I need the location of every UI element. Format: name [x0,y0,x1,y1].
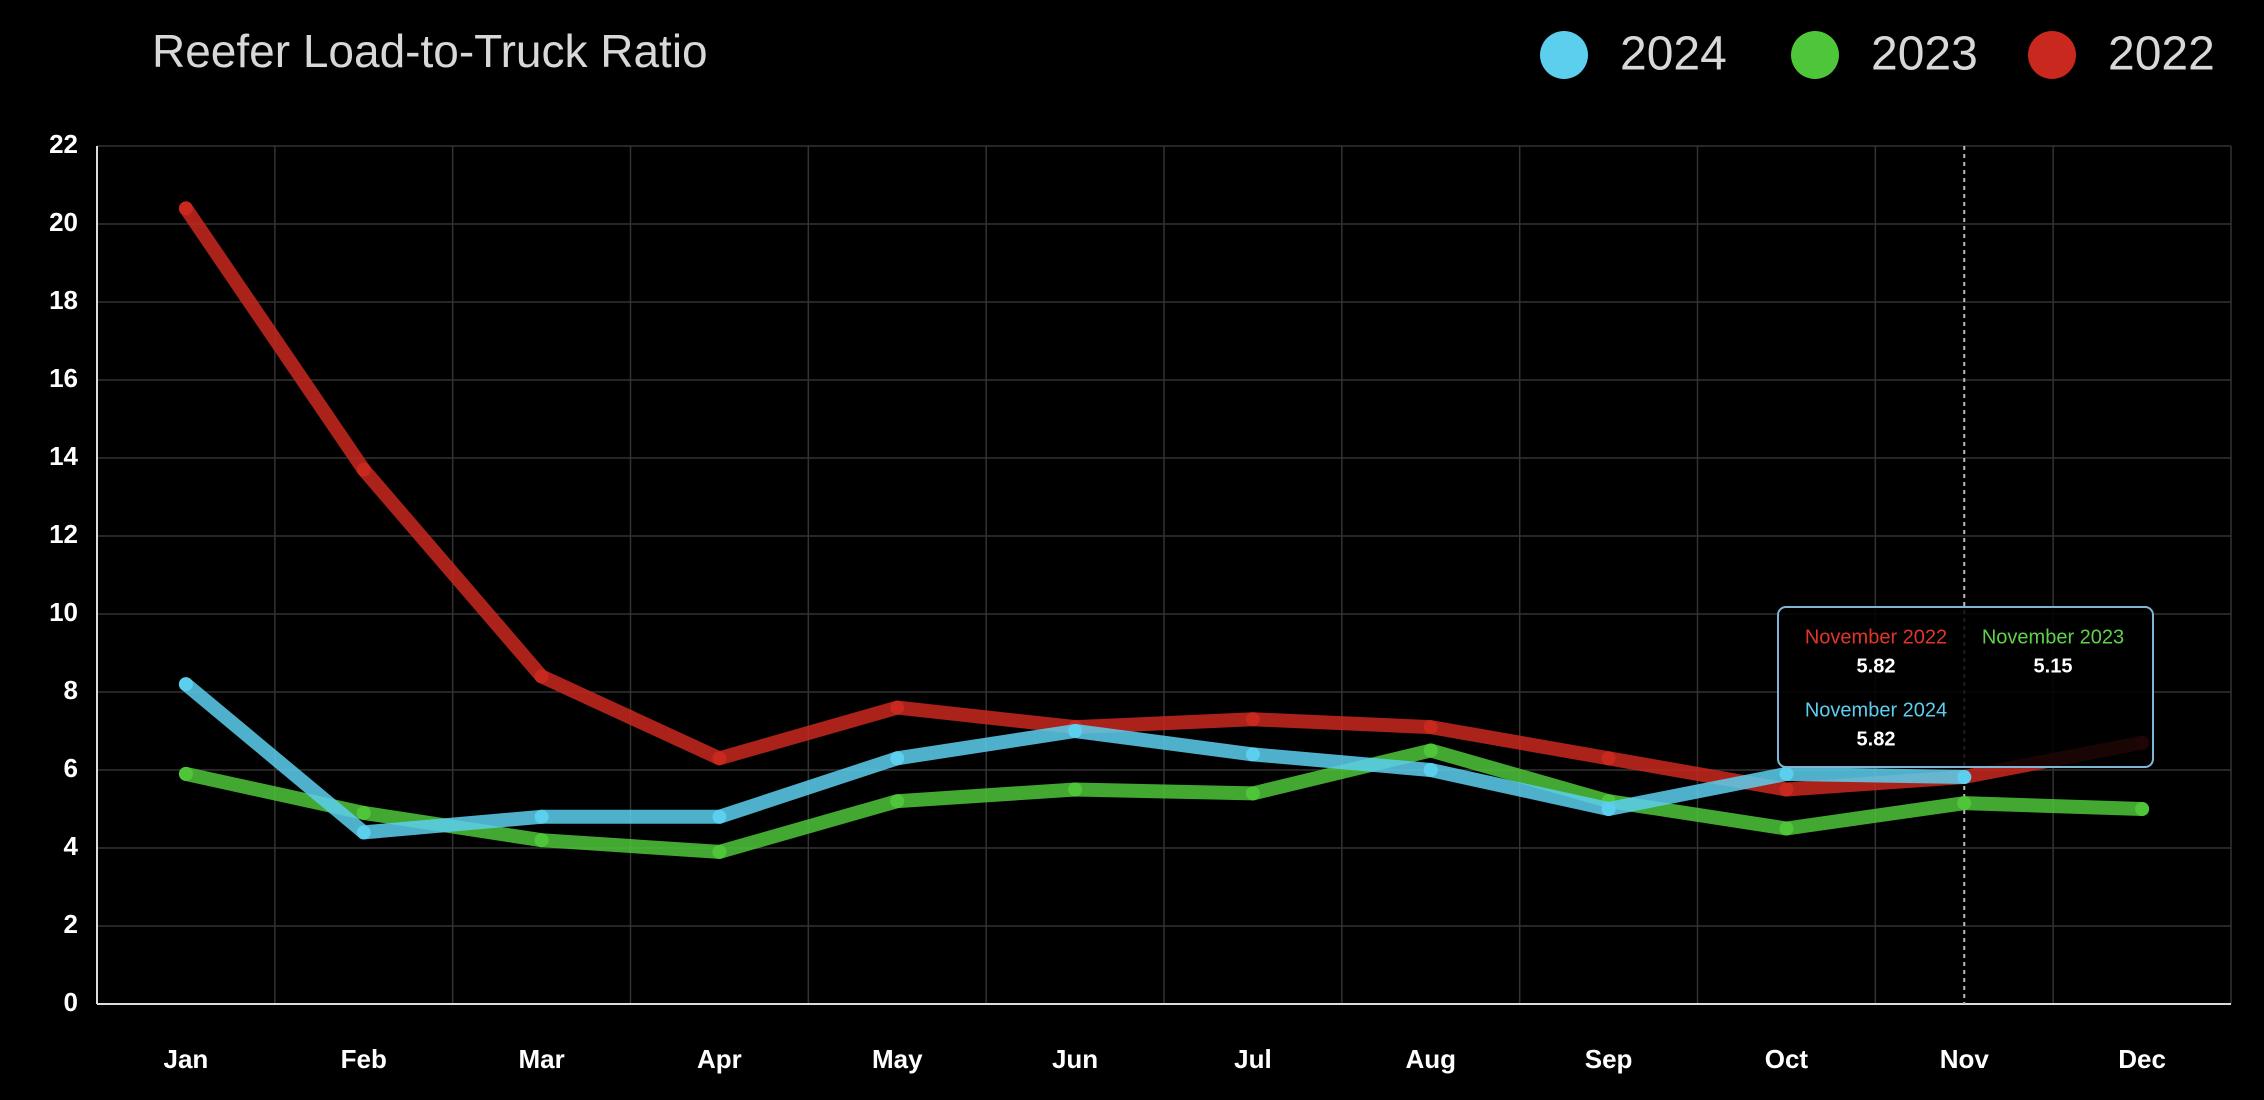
data-point [178,677,193,692]
data-point [1068,724,1083,738]
data-point [1423,743,1438,758]
data-point [1068,782,1083,797]
y-tick-label: 0 [64,987,78,1017]
y-tick-label: 18 [49,285,78,315]
data-point [178,766,193,781]
x-tick-label: Oct [1765,1044,1809,1074]
data-point [2135,802,2150,816]
x-tick-label: May [872,1044,923,1074]
tooltip-label: November 2024 [1805,699,1947,721]
x-tick-label: Mar [518,1044,564,1074]
series-line [178,201,2150,797]
y-tick-label: 2 [64,909,78,939]
data-point [1779,766,1794,781]
data-point [890,794,905,809]
y-tick-label: 6 [64,753,78,783]
x-tick-label: Sep [1585,1044,1633,1074]
data-point [1601,751,1616,766]
chart-title: Reefer Load-to-Truck Ratio [152,25,708,77]
tooltip-label: November 2022 [1805,626,1947,648]
x-tick-label: Jun [1052,1044,1098,1074]
data-point [712,844,727,859]
data-point [178,201,193,216]
y-tick-label: 16 [49,363,78,393]
data-point [890,751,905,766]
tooltip-box [1777,606,2154,768]
tooltip-label: November 2023 [1982,626,2124,648]
data-point [1779,821,1794,836]
y-tick-label: 10 [49,597,78,627]
data-point [1245,786,1260,801]
x-tick-label: Feb [341,1044,387,1074]
x-tick-label: Apr [697,1044,742,1074]
legend-swatch [2028,31,2076,79]
data-point [1245,747,1260,762]
legend-swatch [1540,31,1588,79]
data-point [356,805,371,820]
x-tick-label: Dec [2118,1044,2166,1074]
data-point [1779,782,1794,797]
y-tick-label: 20 [49,207,78,237]
data-point [356,825,371,840]
data-point [534,809,549,824]
y-tick-label: 4 [64,831,79,861]
data-point [1957,796,1972,811]
y-tick-label: 14 [49,441,78,471]
data-point [1601,802,1616,816]
series-line [178,743,2150,859]
data-point [1423,720,1438,735]
data-point [712,751,727,766]
legend-label: 2022 [2108,28,2215,81]
legend-label: 2024 [1620,28,1727,81]
x-tick-label: Aug [1405,1044,1456,1074]
data-point [356,462,371,477]
data-point [1245,712,1260,727]
y-tick-label: 22 [49,129,78,159]
y-tick-label: 12 [49,519,78,549]
data-point [712,809,727,824]
x-tick-label: Nov [1940,1044,1990,1074]
tooltip-value: 5.82 [1857,655,1896,677]
tooltip-value: 5.82 [1857,728,1896,750]
data-point [1957,770,1972,785]
data-point [534,833,549,848]
data-point [890,700,905,715]
legend-swatch [1791,31,1839,79]
y-tick-label: 8 [64,675,78,705]
data-point [534,669,549,684]
x-tick-label: Jul [1234,1044,1272,1074]
legend-label: 2023 [1871,28,1978,81]
data-point [1423,763,1438,777]
x-tick-label: Jan [164,1044,209,1074]
tooltip-value: 5.15 [2034,655,2073,677]
